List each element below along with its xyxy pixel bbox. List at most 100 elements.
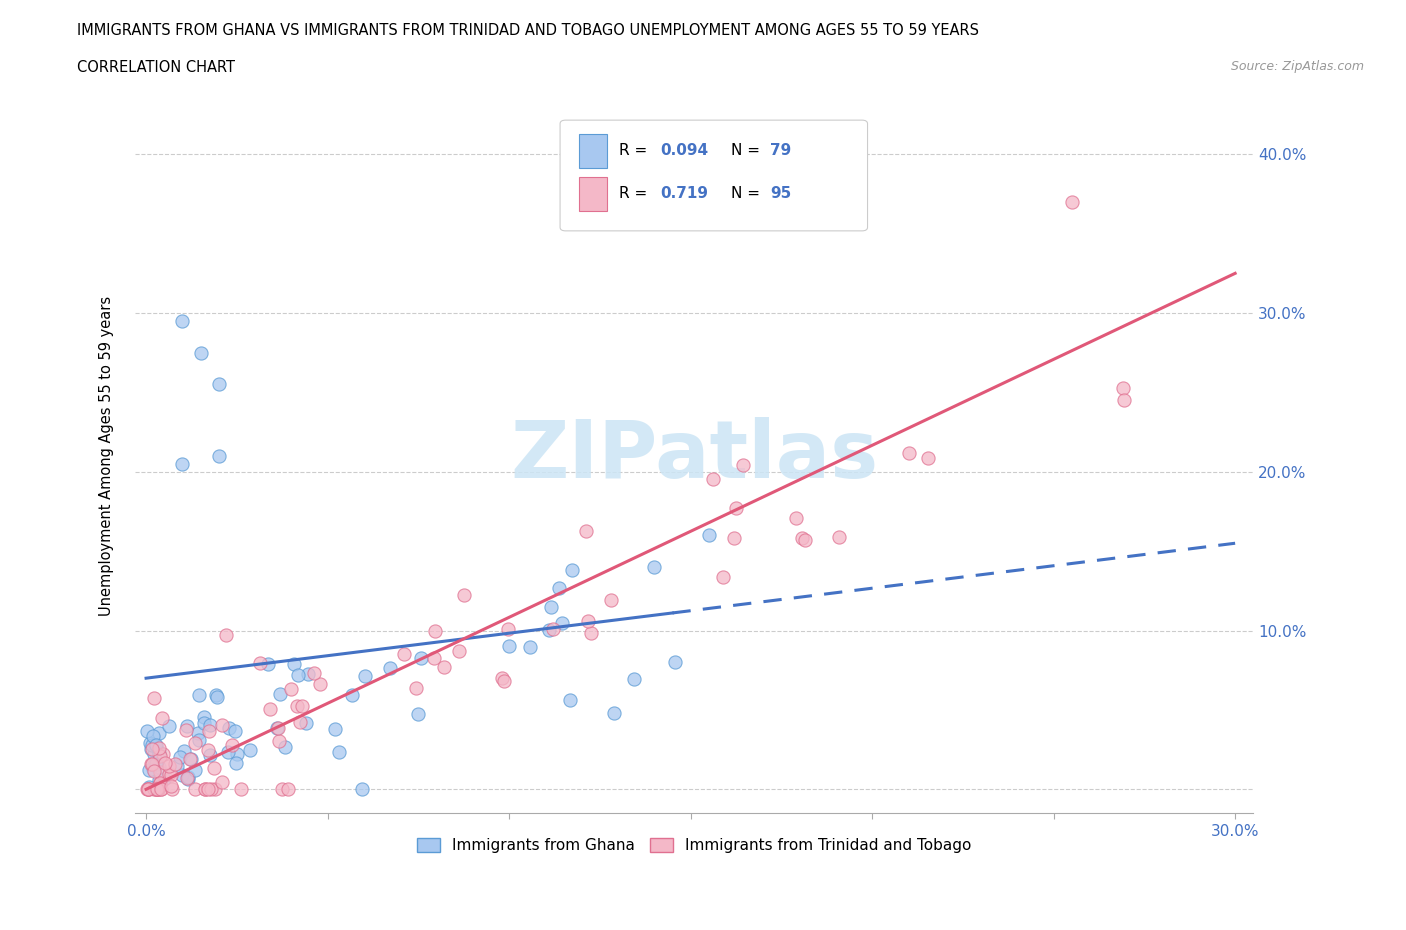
Point bbox=[157, 766, 180, 781]
Point bbox=[603, 706, 626, 721]
Point bbox=[141, 756, 163, 771]
Point bbox=[177, 772, 200, 787]
Point bbox=[150, 782, 173, 797]
Point bbox=[496, 622, 519, 637]
FancyBboxPatch shape bbox=[579, 177, 607, 211]
Point bbox=[1112, 380, 1135, 395]
Point bbox=[148, 747, 170, 762]
Point bbox=[136, 782, 159, 797]
Point bbox=[197, 742, 219, 757]
Point bbox=[519, 640, 541, 655]
Point bbox=[139, 736, 162, 751]
Point bbox=[287, 668, 309, 683]
Point bbox=[146, 782, 169, 797]
Point bbox=[173, 744, 195, 759]
Point bbox=[148, 725, 170, 740]
Point bbox=[138, 763, 160, 777]
Point bbox=[205, 690, 228, 705]
Point bbox=[541, 621, 564, 636]
Point bbox=[148, 740, 170, 755]
Text: 95: 95 bbox=[770, 186, 792, 201]
Point bbox=[148, 776, 170, 790]
Point bbox=[146, 782, 169, 797]
Point bbox=[143, 764, 166, 778]
Point bbox=[340, 687, 363, 702]
Point bbox=[136, 782, 159, 797]
Point bbox=[551, 615, 574, 630]
Point bbox=[643, 560, 665, 575]
Point bbox=[295, 716, 318, 731]
Point bbox=[697, 528, 720, 543]
Point bbox=[205, 688, 228, 703]
Point bbox=[600, 592, 623, 607]
Point bbox=[200, 748, 222, 763]
Point bbox=[380, 660, 402, 675]
Point bbox=[239, 742, 262, 757]
Text: 0.719: 0.719 bbox=[661, 186, 709, 201]
Point bbox=[138, 782, 160, 797]
Point bbox=[354, 669, 377, 684]
Point bbox=[827, 529, 849, 544]
Point bbox=[422, 650, 444, 665]
Text: R =: R = bbox=[619, 186, 652, 201]
Point bbox=[498, 639, 520, 654]
Point bbox=[302, 666, 325, 681]
Point bbox=[142, 728, 165, 743]
Text: 79: 79 bbox=[770, 143, 792, 158]
Point bbox=[271, 782, 294, 797]
Point bbox=[259, 701, 281, 716]
Point bbox=[350, 781, 373, 796]
Point bbox=[211, 717, 233, 732]
Point bbox=[149, 749, 172, 764]
Point bbox=[204, 782, 226, 797]
Point bbox=[143, 782, 166, 797]
Point bbox=[226, 747, 249, 762]
Point bbox=[136, 724, 159, 738]
Point bbox=[160, 778, 183, 793]
Point bbox=[408, 706, 430, 721]
Point bbox=[453, 588, 475, 603]
Point bbox=[218, 721, 240, 736]
Point bbox=[274, 739, 297, 754]
Point bbox=[723, 530, 745, 545]
Point bbox=[153, 772, 176, 787]
Point bbox=[145, 737, 167, 752]
Point bbox=[291, 699, 314, 714]
Point bbox=[267, 720, 290, 735]
Point bbox=[325, 722, 347, 737]
Point bbox=[142, 762, 165, 777]
Point bbox=[148, 759, 170, 774]
Y-axis label: Unemployment Among Ages 55 to 59 years: Unemployment Among Ages 55 to 59 years bbox=[100, 296, 114, 616]
Point bbox=[198, 718, 221, 733]
Point bbox=[724, 500, 747, 515]
Point bbox=[792, 530, 814, 545]
Point bbox=[917, 450, 939, 465]
Point bbox=[208, 377, 231, 392]
Point bbox=[149, 782, 172, 797]
Point bbox=[221, 737, 243, 752]
Point bbox=[405, 681, 427, 696]
Point bbox=[269, 687, 291, 702]
Point bbox=[176, 769, 198, 784]
Point bbox=[138, 779, 160, 794]
Point bbox=[664, 654, 686, 669]
Point bbox=[711, 570, 734, 585]
Point bbox=[153, 756, 176, 771]
Point bbox=[297, 667, 319, 682]
Point bbox=[702, 472, 724, 486]
Point bbox=[187, 733, 209, 748]
Point bbox=[194, 782, 217, 797]
Point bbox=[186, 725, 208, 740]
Point bbox=[211, 774, 233, 789]
Point bbox=[145, 782, 167, 797]
Point bbox=[198, 724, 221, 738]
Point bbox=[785, 511, 807, 525]
Legend: Immigrants from Ghana, Immigrants from Trinidad and Tobago: Immigrants from Ghana, Immigrants from T… bbox=[411, 831, 977, 859]
Point bbox=[540, 600, 562, 615]
Point bbox=[184, 782, 207, 797]
Text: ZIPatlas: ZIPatlas bbox=[510, 417, 879, 495]
Point bbox=[561, 563, 583, 578]
Point bbox=[494, 673, 516, 688]
Point bbox=[898, 445, 921, 460]
Text: 0.094: 0.094 bbox=[661, 143, 709, 158]
